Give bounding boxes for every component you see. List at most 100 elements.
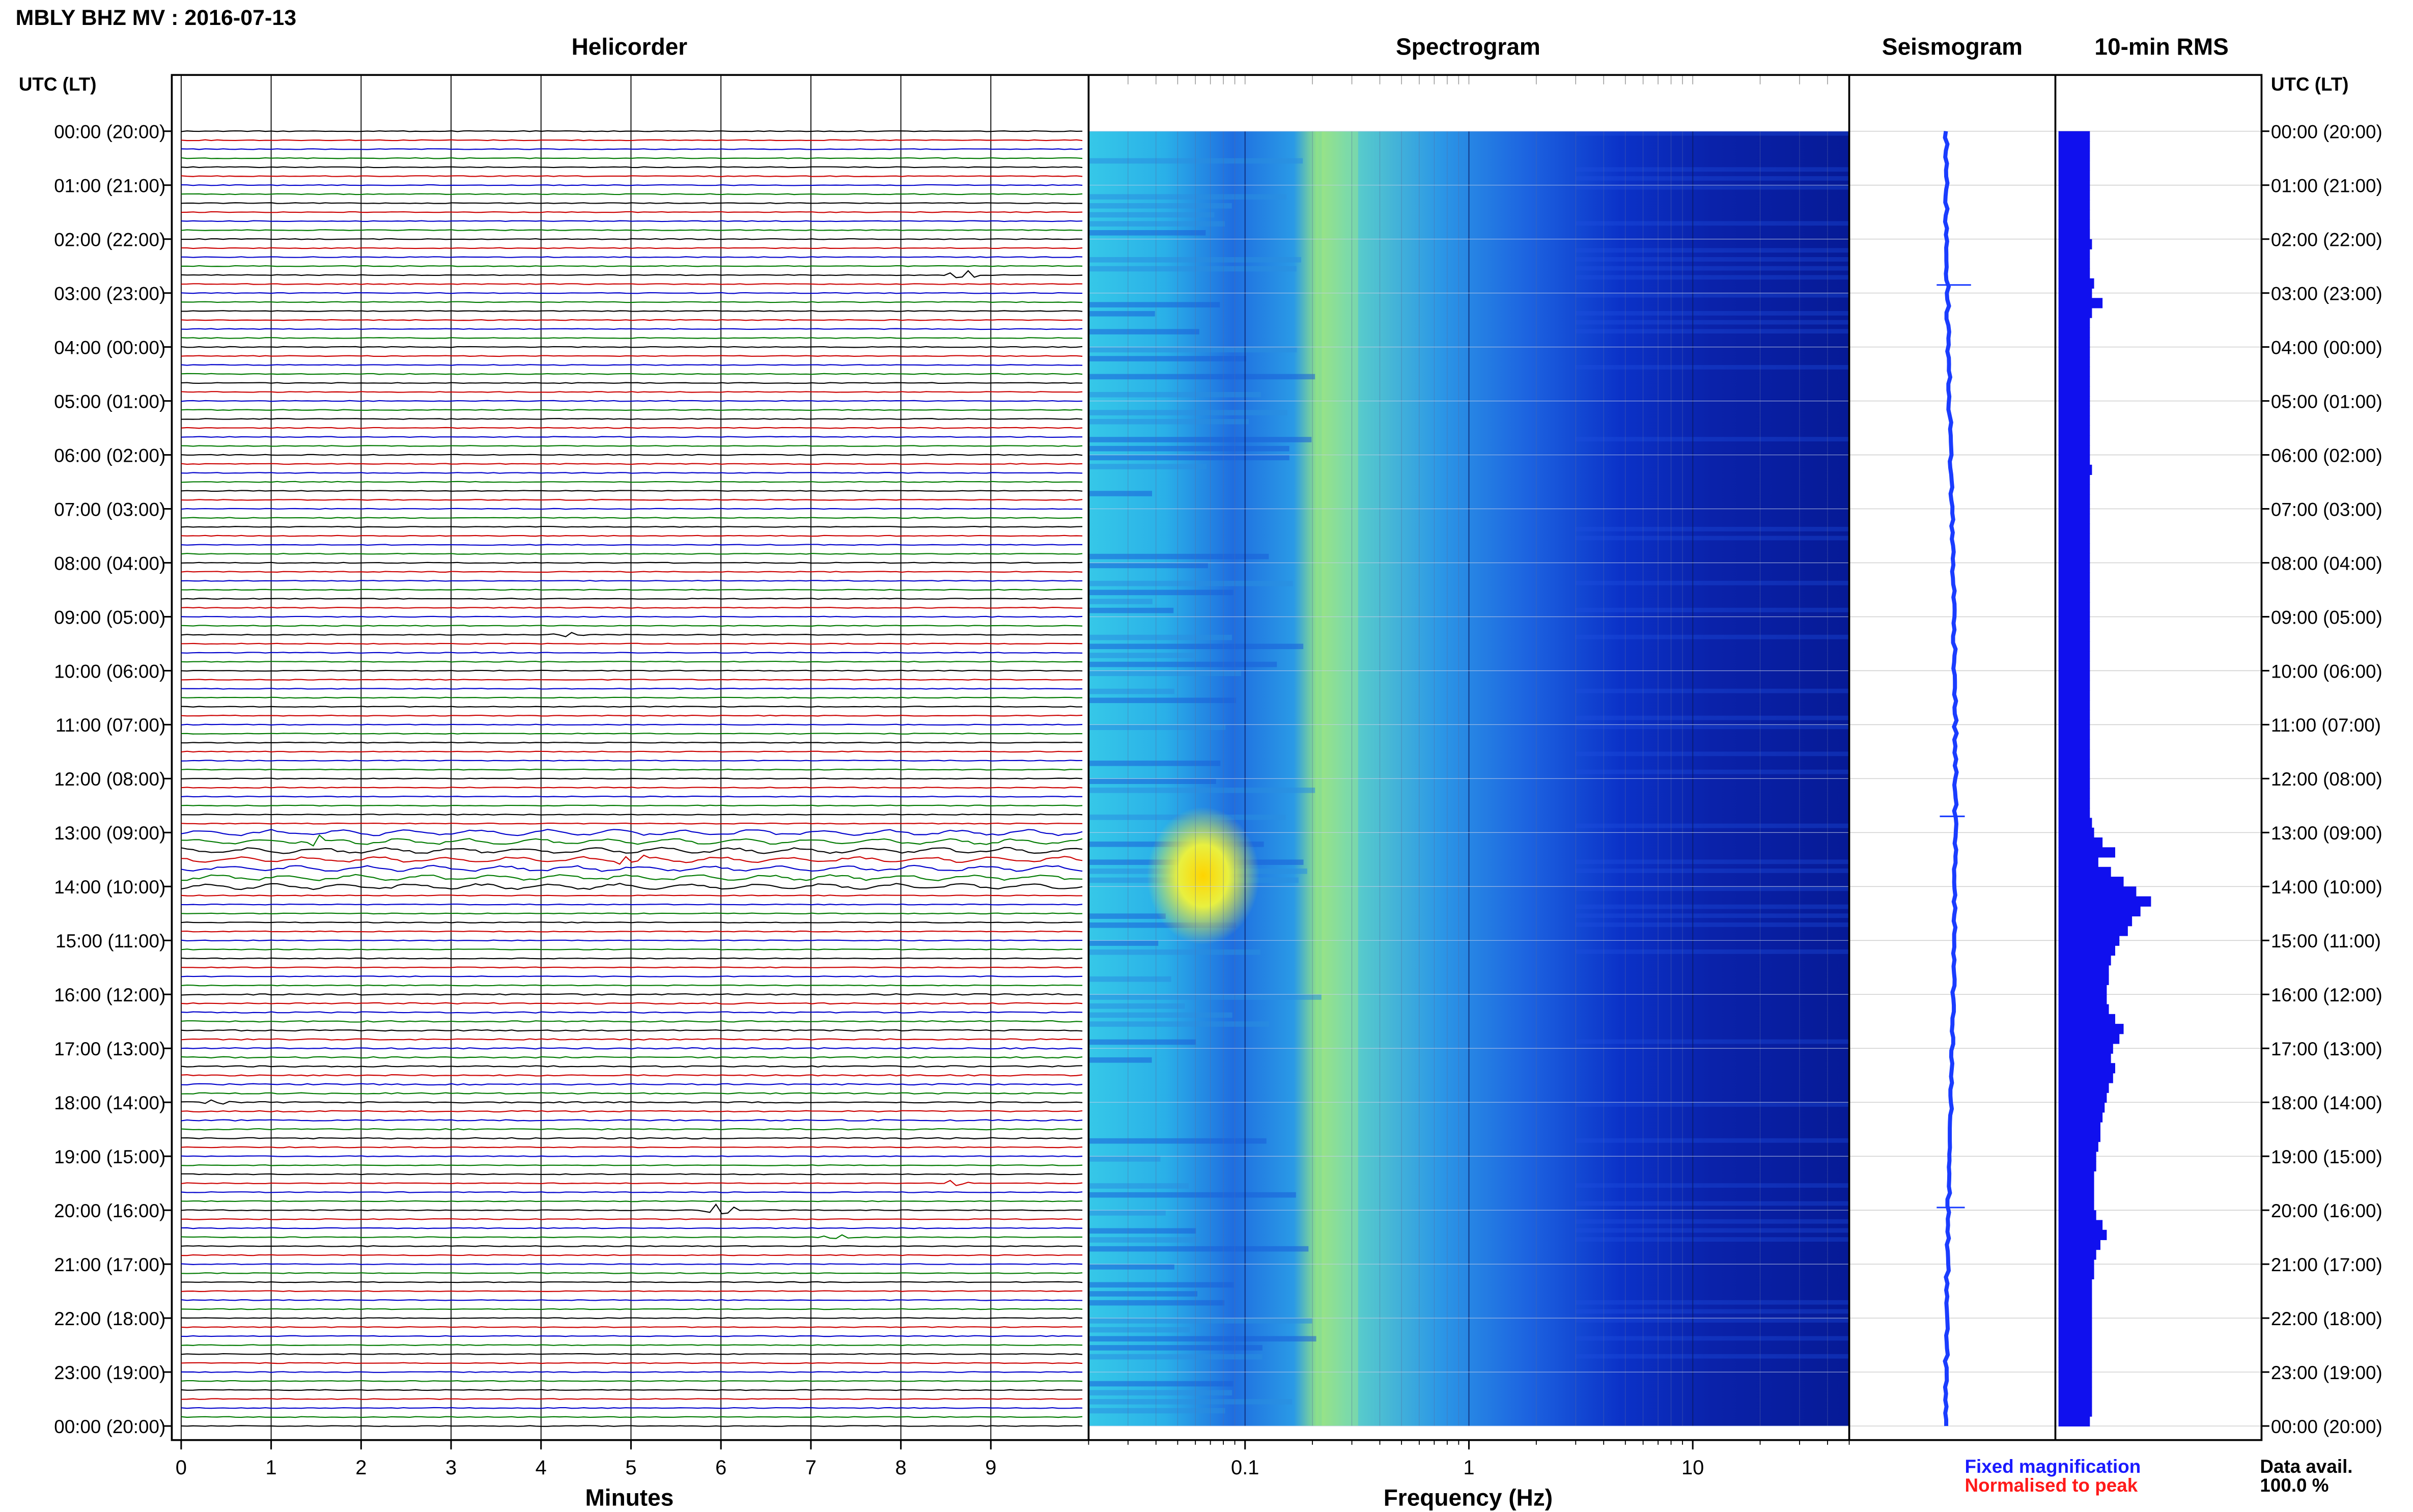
helicorder-trace	[181, 579, 1083, 582]
rms-bar	[2058, 356, 2090, 368]
rms-bar	[2058, 935, 2120, 946]
rms-bar	[2058, 1082, 2109, 1093]
spectrogram-stripe	[1576, 293, 1849, 298]
helicorder-trace	[181, 301, 1083, 303]
helicorder-trace	[181, 130, 1083, 132]
spectrogram-stripe	[1576, 1336, 1849, 1341]
spectrogram-stripe	[1576, 131, 1849, 136]
rms-panel	[2055, 130, 2262, 1427]
spectrogram-stripe	[1088, 563, 1208, 569]
rms-bar	[2058, 1387, 2092, 1397]
helicorder-trace	[181, 256, 1083, 258]
helicorder-trace	[181, 1119, 1083, 1122]
spectrogram-stripe	[1088, 1300, 1225, 1306]
rms-bar	[2058, 1181, 2094, 1191]
rms-bar	[2058, 759, 2090, 770]
legend-normalised: Normalised to peak	[1965, 1474, 2138, 1497]
helicorder-trace	[181, 1326, 1083, 1328]
helicorder-trace	[181, 679, 1083, 681]
time-label-right: 11:00 (07:00)	[2271, 715, 2381, 736]
time-label-right: 01:00 (21:00)	[2271, 175, 2382, 196]
rms-bar	[2058, 337, 2090, 348]
helicorder-trace	[181, 1092, 1083, 1095]
spectrogram-stripe	[1576, 257, 1849, 262]
rms-bar	[2058, 730, 2090, 740]
spectrogram-stripe	[1088, 1399, 1293, 1405]
spectrogram-stripe	[1088, 761, 1221, 766]
spectrogram-stripe	[1088, 1183, 1189, 1189]
helicorder-trace	[181, 1173, 1083, 1175]
rms-bar	[2058, 661, 2090, 671]
spectrogram-stripe	[1576, 266, 1849, 271]
helicorder-trace	[181, 472, 1083, 474]
spectrogram-stripe	[1576, 1219, 1849, 1224]
time-label-left: 02:00 (22:00)	[54, 229, 165, 250]
time-label-right: 04:00 (00:00)	[2271, 337, 2382, 358]
time-label-left: 01:00 (21:00)	[54, 175, 165, 196]
spectrogram-stripe	[1088, 203, 1232, 209]
time-label-right: 00:00 (20:00)	[2271, 1416, 2382, 1437]
rms-bar	[2058, 1033, 2120, 1044]
helicorder-trace	[181, 921, 1083, 923]
time-label-right: 05:00 (01:00)	[2271, 391, 2382, 412]
helicorder-trace	[181, 598, 1083, 600]
rms-bar	[2058, 376, 2090, 387]
rms-bar	[2058, 455, 2090, 465]
rms-bar	[2058, 415, 2090, 426]
helicorder-trace	[181, 864, 1083, 872]
spectrogram-stripe	[1576, 886, 1849, 891]
rms-bar	[2058, 1132, 2100, 1142]
spectrogram-stripe	[1576, 1318, 1849, 1323]
helicorder-trace	[181, 795, 1083, 798]
rms-bar	[2058, 151, 2090, 161]
seismogram-trace	[1943, 131, 1959, 1426]
rms-bar	[2058, 818, 2092, 828]
rms-bar	[2058, 886, 2137, 897]
rms-bar	[2058, 170, 2090, 181]
rms-bar	[2058, 1151, 2096, 1162]
spectrogram-stripe	[1576, 751, 1849, 757]
time-label-right: 22:00 (18:00)	[2271, 1308, 2382, 1329]
helicorder-trace	[181, 1272, 1083, 1274]
spectrogram-xlabel: Frequency (Hz)	[1383, 1485, 1553, 1512]
time-label-left: 17:00 (13:00)	[54, 1039, 165, 1059]
helicorder-trace	[181, 984, 1083, 987]
helicorder-trace	[181, 760, 1083, 762]
spectrogram-stripe	[1088, 1021, 1269, 1027]
rms-bar	[2058, 1112, 2103, 1123]
spectrogram-stripe	[1088, 194, 1286, 200]
rms-bar	[2058, 239, 2092, 249]
helicorder-trace	[181, 1137, 1083, 1140]
rms-bar	[2058, 386, 2090, 397]
helicorder-tick-label: 7	[805, 1457, 817, 1479]
spectrogram-stripe	[1088, 788, 1315, 793]
rms-bar	[2058, 1053, 2111, 1064]
spectrogram-stripe	[1088, 329, 1199, 334]
helicorder-trace	[181, 912, 1083, 915]
helicorder-tick-label: 2	[355, 1457, 367, 1479]
seismogram-panel	[1849, 130, 2056, 1426]
rms-bar	[2058, 769, 2090, 779]
spectrogram-panel	[1088, 131, 1849, 1426]
helicorder-trace	[181, 1227, 1083, 1229]
spectrogram-stripe	[1088, 1336, 1316, 1342]
helicorder-trace	[181, 571, 1083, 573]
spectrogram-stripe	[1088, 347, 1297, 353]
spectrogram-stripe	[1576, 221, 1849, 226]
time-label-left: 05:00 (01:00)	[54, 391, 165, 412]
rms-bar	[2058, 690, 2090, 701]
spectrogram-stripe	[1576, 275, 1849, 280]
helicorder-trace	[181, 1317, 1083, 1319]
spectrogram-stripe	[1576, 688, 1849, 693]
helicorder-trace	[181, 1128, 1083, 1131]
time-label-left: 07:00 (03:00)	[54, 499, 165, 520]
rms-bar	[2058, 219, 2090, 230]
helicorder-trace	[181, 184, 1083, 186]
helicorder-trace	[181, 993, 1083, 996]
rms-bar	[2058, 808, 2090, 819]
helicorder-trace	[181, 319, 1083, 321]
rms-bar	[2058, 837, 2103, 848]
spectrogram-stripe	[1088, 437, 1312, 442]
rms-bar	[2058, 1416, 2090, 1427]
rms-bar	[2058, 1406, 2092, 1417]
